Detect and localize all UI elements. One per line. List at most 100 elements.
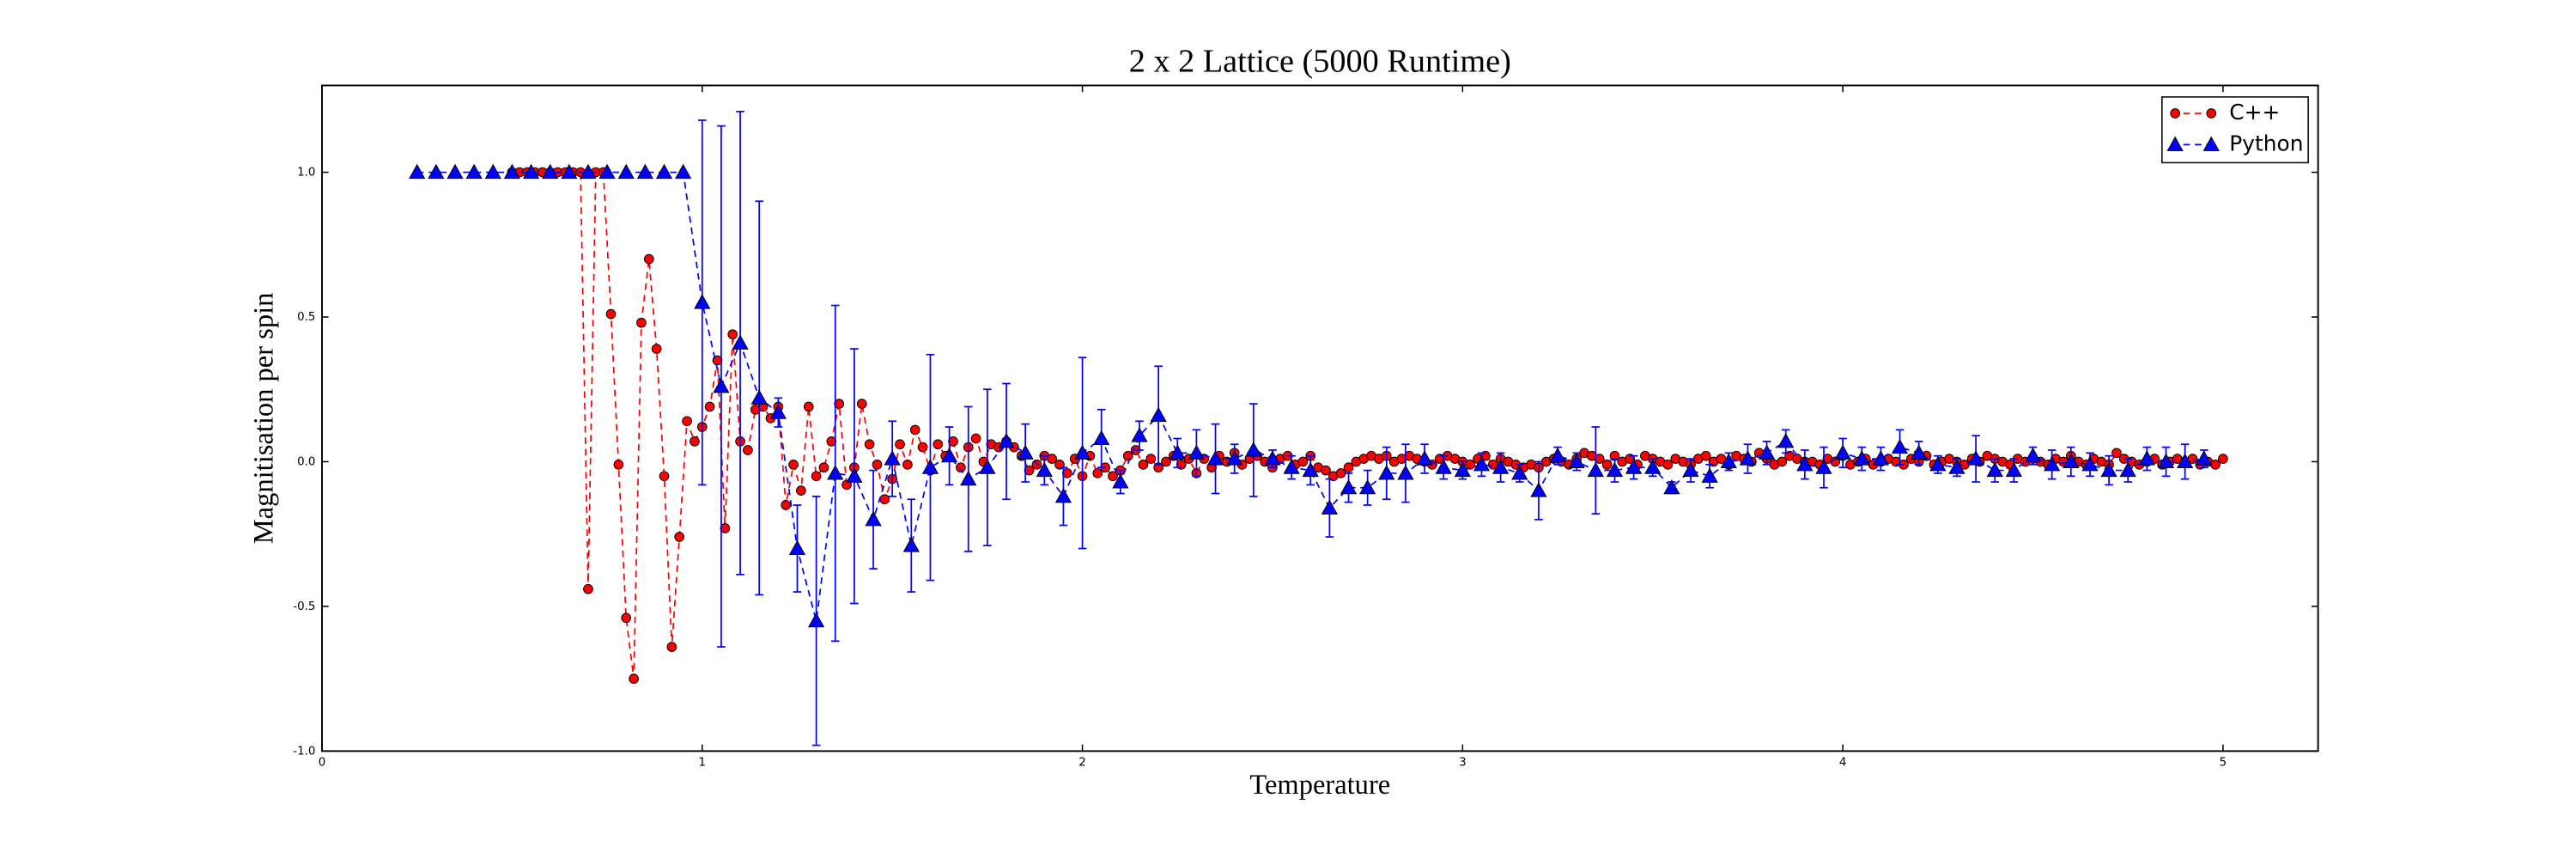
data-point [1700, 450, 1711, 461]
data-point [666, 642, 677, 652]
data-point [788, 459, 799, 470]
data-point [1145, 454, 1157, 464]
data-point [484, 163, 501, 180]
data-point [1834, 444, 1851, 460]
x-tick-label: 3 [1459, 757, 1467, 770]
data-point [1062, 468, 1072, 478]
data-point [629, 673, 639, 684]
data-point [750, 389, 768, 405]
data-point [960, 470, 977, 486]
data-point [643, 253, 654, 265]
legend-marker [2206, 108, 2217, 119]
legend-frame [2161, 96, 2309, 164]
data-point [1359, 478, 1376, 495]
data-point [655, 163, 673, 180]
data-point [743, 445, 753, 455]
data-point [605, 308, 617, 320]
data-point [1663, 478, 1680, 495]
data-point [621, 612, 632, 624]
data-point [1031, 459, 1042, 470]
data-point [1454, 461, 1471, 478]
data-point [1682, 461, 1699, 478]
data-point [1549, 447, 1566, 463]
data-point [979, 459, 996, 474]
data-point [690, 436, 700, 447]
data-point [720, 523, 731, 533]
data-point [827, 465, 844, 480]
data-point [1161, 456, 1171, 467]
data-point [2119, 461, 2136, 478]
data-point [727, 329, 738, 340]
legend-marker [2202, 136, 2220, 151]
data-point [1511, 465, 1528, 480]
data-point [613, 459, 624, 470]
data-point [1188, 444, 1206, 460]
data-point [1967, 450, 1984, 466]
data-point [803, 401, 814, 412]
x-tick-label: 5 [2220, 757, 2227, 770]
x-tick-label: 1 [699, 757, 707, 770]
data-point [909, 424, 920, 436]
y-tick-label: 0.5 [297, 311, 315, 324]
data-point [956, 462, 966, 473]
x-tick-label: 4 [1839, 757, 1847, 770]
data-point [1758, 444, 1776, 460]
data-point [561, 163, 578, 180]
data-point [732, 334, 749, 350]
data-point [1335, 468, 1346, 478]
data-point [465, 163, 483, 180]
data-point [1302, 461, 1319, 478]
x-tick-label: 0 [319, 757, 326, 770]
data-point [675, 163, 692, 180]
y-tick-label: 1.0 [297, 167, 315, 180]
data-point [1948, 459, 1965, 474]
data-point [856, 399, 867, 409]
data-point [1017, 444, 1034, 460]
data-point [1024, 465, 1035, 476]
data-point [1245, 442, 1262, 457]
data-point [818, 462, 829, 473]
data-point [636, 163, 653, 180]
data-point [1073, 444, 1091, 460]
data-point [917, 442, 928, 453]
data-point [522, 163, 540, 180]
data-point [1701, 467, 1718, 483]
data-point [895, 439, 905, 450]
data-point [2196, 450, 2213, 466]
data-point [998, 433, 1015, 448]
data-point [1340, 478, 1358, 495]
data-point [1054, 488, 1072, 503]
data-point [713, 378, 730, 393]
data-point [2081, 456, 2099, 472]
data-point [1530, 482, 1547, 497]
data-point [617, 163, 635, 180]
data-point [2024, 447, 2042, 463]
data-point [1047, 454, 1057, 464]
data-point [583, 583, 593, 594]
data-point [933, 439, 944, 450]
data-point [1092, 468, 1103, 478]
data-point [694, 294, 711, 309]
chart-title: 2 x 2 Lattice (5000 Runtime) [1129, 43, 1511, 79]
data-point [1112, 473, 1129, 489]
data-point [902, 537, 920, 552]
series [507, 167, 2228, 684]
data-point [1644, 459, 1662, 474]
data-point [1986, 461, 2003, 478]
data-point [1853, 450, 1870, 466]
data-point [580, 163, 597, 180]
data-point [834, 399, 845, 409]
y-tick-label: -1.0 [293, 745, 315, 758]
data-point [1625, 459, 1643, 474]
data-point [2138, 450, 2155, 466]
data-point [1226, 450, 1243, 466]
data-point [872, 459, 883, 470]
data-point [1397, 465, 1414, 480]
legend-label: C++ [2229, 100, 2280, 125]
data-point [2218, 454, 2228, 464]
data-point [2100, 461, 2117, 478]
data-point [1662, 459, 1674, 470]
data-point [879, 494, 890, 505]
